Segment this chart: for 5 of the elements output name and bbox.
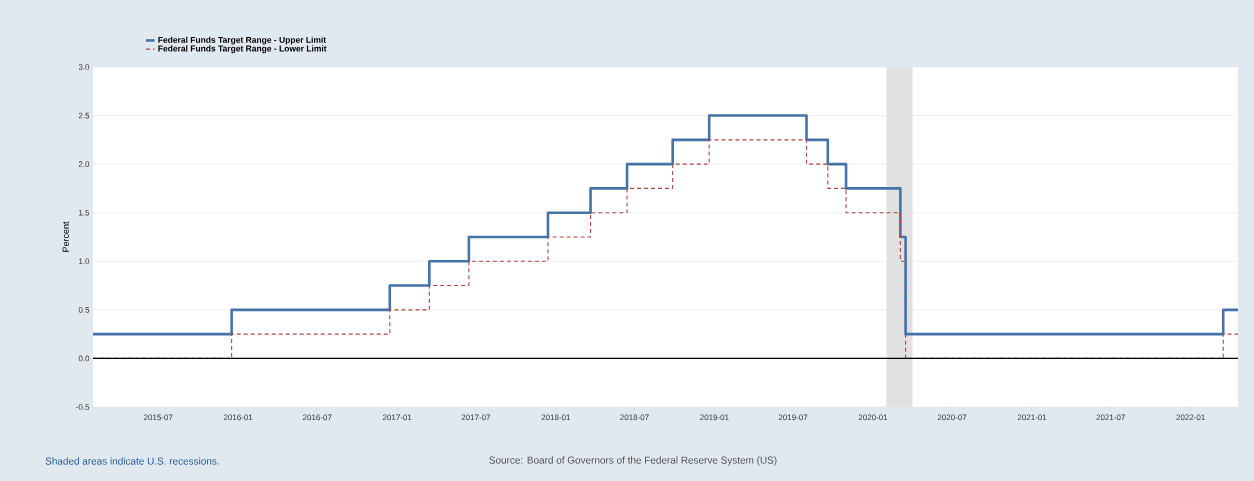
legend-label: Federal Funds Target Range - Upper Limit (158, 36, 326, 45)
source-note: Source: Board of Governors of the Federal Reserve System (US) (489, 456, 777, 466)
y-axis-title: Percent (62, 221, 69, 252)
legend-label: Federal Funds Target Range - Lower Limit (158, 45, 327, 54)
text: Shaded areas indicate U.S. recessions. (45, 457, 219, 465)
